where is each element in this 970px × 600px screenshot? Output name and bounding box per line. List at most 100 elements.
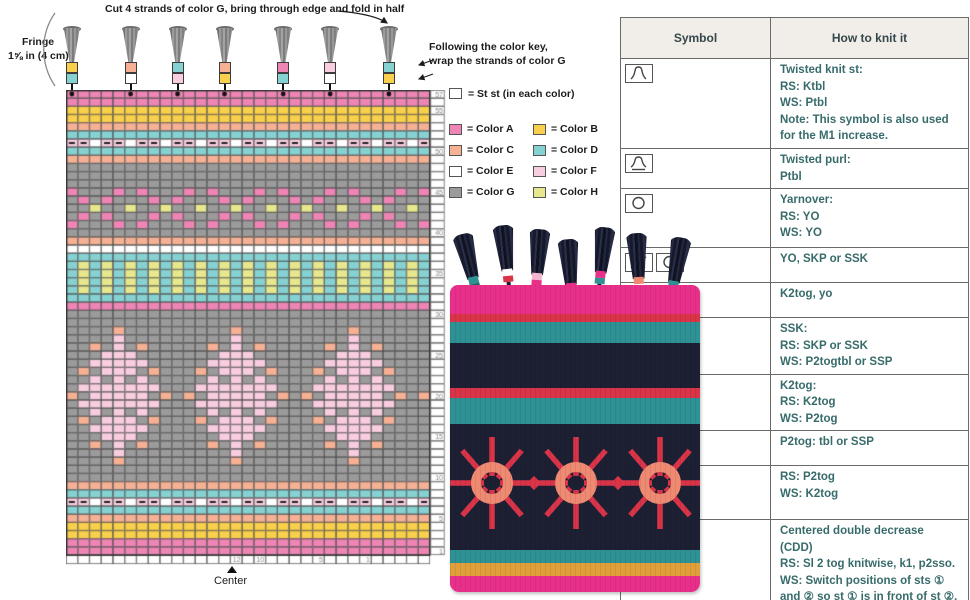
symbol-cell bbox=[620, 58, 771, 149]
tassel-tuft bbox=[275, 28, 292, 62]
table-row-2: Twisted purl: Ptbl bbox=[620, 148, 969, 189]
fringe-tassel-4 bbox=[214, 26, 236, 91]
knitted-swatch-photo bbox=[450, 225, 702, 595]
swatch-band-10 bbox=[450, 424, 700, 542]
fringe-tassel-3 bbox=[167, 26, 189, 91]
swatch-band-11 bbox=[450, 542, 700, 550]
color-swatch-A bbox=[449, 124, 462, 135]
column-header-symbol: Symbol bbox=[620, 17, 771, 59]
color-label-D: = Color D bbox=[551, 144, 598, 156]
howto-cell: K2tog: RS: K2tog WS: P2tog bbox=[770, 373, 969, 431]
photo-tassel-tuft bbox=[491, 224, 520, 272]
tassel-wrap-top bbox=[124, 62, 137, 73]
photo-tassel-2 bbox=[491, 224, 522, 292]
swatch-band-3 bbox=[450, 314, 700, 322]
tassel-wrap-top bbox=[218, 62, 231, 73]
color-label-F: = Color F bbox=[551, 165, 597, 177]
tassel-stem bbox=[223, 84, 226, 90]
fringe-label-line1: Fringe bbox=[22, 36, 55, 48]
follow-key-note-line1: Following the color key, bbox=[429, 41, 548, 53]
fringe-label-line2: 1⅝ in (4 cm) bbox=[8, 50, 69, 62]
symbol-cell bbox=[620, 148, 771, 189]
tassel-stem bbox=[176, 84, 179, 90]
yarnover-icon bbox=[625, 194, 653, 213]
snowflake-motifs bbox=[450, 437, 700, 529]
swatch-band-7 bbox=[450, 388, 700, 398]
tassel-stem bbox=[329, 84, 332, 90]
tassel-wrap-bottom bbox=[218, 73, 231, 84]
tassel-wrap-bottom bbox=[277, 73, 290, 84]
howto-cell: Centered double decrease (CDD) RS: Sl 2 t… bbox=[770, 519, 969, 600]
tassel-wrap-top bbox=[324, 62, 337, 73]
fringe-tassel-7 bbox=[378, 26, 400, 91]
twisted-purl-icon bbox=[625, 154, 653, 173]
howto-cell: RS: P2tog WS: K2tog bbox=[770, 465, 969, 520]
tassel-wrap-bottom bbox=[324, 73, 337, 84]
swatch-band-6 bbox=[450, 350, 700, 388]
fringe-tassel-6 bbox=[319, 26, 341, 91]
twisted-knit-icon bbox=[625, 64, 653, 83]
color-swatch-D bbox=[533, 145, 546, 156]
tassel-tuft bbox=[122, 28, 139, 62]
howto-cell: YO, SKP or SSK bbox=[770, 247, 969, 283]
swatch-band-2 bbox=[450, 300, 700, 314]
photo-tassel-tuft bbox=[589, 226, 618, 274]
tassel-stem bbox=[282, 84, 285, 90]
color-label-E: = Color E bbox=[467, 165, 514, 177]
howto-cell: K2tog, yo bbox=[770, 282, 969, 318]
swatch-band-14 bbox=[450, 576, 700, 592]
tassel-wrap-bottom bbox=[124, 73, 137, 84]
color-swatch-B bbox=[533, 124, 546, 135]
photo-tassel-tuft bbox=[450, 231, 484, 281]
photo-tassel-tuft bbox=[525, 228, 552, 276]
stitch-symbol-table: Symbol How to knit it Twisted knit st: RS… bbox=[620, 17, 969, 600]
stst-swatch bbox=[449, 88, 462, 99]
follow-key-note-line2: wrap the strands of color G bbox=[429, 55, 566, 67]
color-swatch-C bbox=[449, 145, 462, 156]
swatch-band-8 bbox=[450, 398, 700, 415]
howto-cell: P2tog: tbl or SSP bbox=[770, 430, 969, 466]
color-label-B: = Color B bbox=[551, 123, 598, 135]
fringe-tassel-5 bbox=[272, 26, 294, 91]
tassel-tuft bbox=[216, 28, 233, 62]
color-swatch-G bbox=[449, 187, 462, 198]
howto-cell: SSK: RS: SKP or SSK WS: P2togtbl or SSP bbox=[770, 317, 969, 375]
swatch-band-4 bbox=[450, 322, 700, 343]
howto-cell: Twisted purl: Ptbl bbox=[770, 148, 969, 189]
color-label-H: = Color H bbox=[551, 186, 598, 198]
follow-arrow-2 bbox=[417, 73, 434, 81]
swatch-band-1 bbox=[450, 285, 700, 300]
photo-tassel-5 bbox=[587, 226, 618, 294]
photo-tassel-tuft bbox=[624, 232, 650, 279]
swatch-band-5 bbox=[450, 343, 700, 350]
tassel-wrap-top bbox=[171, 62, 184, 73]
tassel-wrap-top bbox=[382, 62, 395, 73]
tassel-tuft bbox=[63, 28, 80, 62]
column-header-howto: How to knit it bbox=[770, 17, 969, 59]
color-swatch-H bbox=[533, 187, 546, 198]
swatch-band-13 bbox=[450, 563, 700, 576]
colorwork-chart bbox=[66, 90, 446, 566]
howto-cell: Yarnover: RS: YO WS: YO bbox=[770, 188, 969, 248]
color-swatch-E bbox=[449, 166, 462, 177]
tassel-tuft bbox=[322, 28, 339, 62]
table-row-1: Twisted knit st: RS: Ktbl WS: Ptbl Note: Th… bbox=[620, 58, 969, 149]
photo-swatch-body bbox=[450, 285, 700, 592]
color-label-C: = Color C bbox=[467, 144, 514, 156]
tassel-tuft bbox=[380, 28, 397, 62]
photo-tassel-tuft bbox=[556, 238, 583, 286]
stst-label: = St st (in each color) bbox=[468, 88, 575, 100]
swatch-band-9 bbox=[450, 415, 700, 424]
tassel-wrap-bottom bbox=[65, 73, 78, 84]
swatch-band-12 bbox=[450, 550, 700, 563]
tassel-tuft bbox=[169, 28, 186, 62]
center-arrow-icon bbox=[227, 566, 237, 573]
color-label-A: = Color A bbox=[467, 123, 514, 135]
cut-strands-note: Cut 4 strands of color G, bring through … bbox=[105, 3, 405, 15]
tassel-stem bbox=[387, 84, 390, 90]
center-label: Center bbox=[214, 575, 248, 587]
color-label-G: = Color G bbox=[467, 186, 515, 198]
fringe-tassel-2 bbox=[120, 26, 142, 91]
tassel-stem bbox=[129, 84, 132, 90]
